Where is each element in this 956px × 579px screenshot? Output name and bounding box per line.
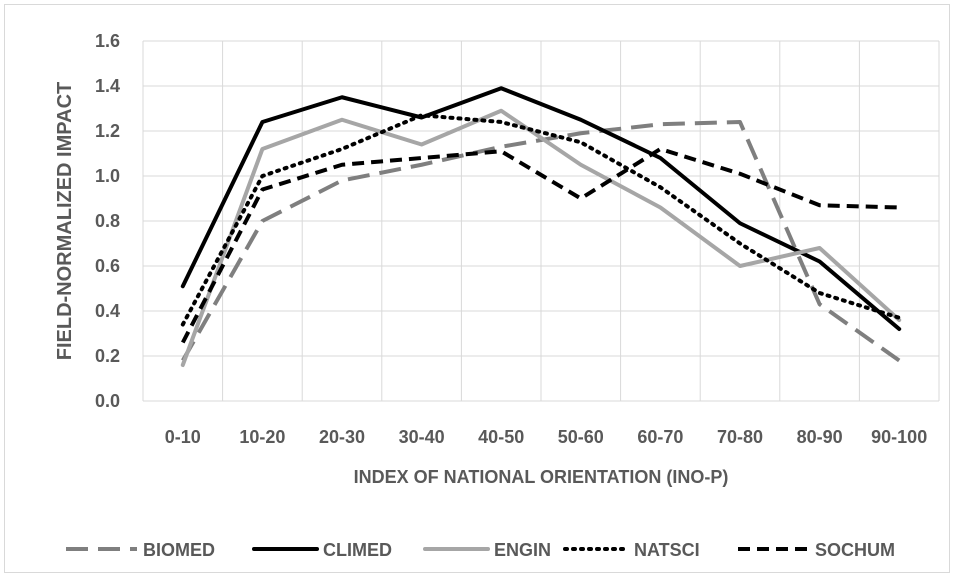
x-tick-label: 70-80 xyxy=(717,427,763,447)
y-axis-label: FIELD-NORMALIZED IMPACT xyxy=(54,82,76,361)
x-tick-labels: 0-10 10-20 20-30 30-40 40-50 50-60 60-70 70-80 8… xyxy=(165,427,927,447)
y-tick-label: 1.4 xyxy=(95,76,120,96)
x-tick-label: 20-30 xyxy=(319,427,365,447)
x-tick-label: 90-100 xyxy=(871,427,927,447)
series-lines xyxy=(180,86,902,367)
legend-label-natsci: NATSCI xyxy=(634,540,700,560)
series-line-natsci xyxy=(180,113,902,327)
y-tick-labels: 0.0 0.2 0.4 0.6 0.8 1.0 1.2 1.4 1.6 xyxy=(95,31,120,411)
series-line-climed xyxy=(180,86,902,331)
legend-label-engin: ENGIN xyxy=(494,540,551,560)
y-tick-label: 0.6 xyxy=(95,256,120,276)
legend: BIOMED CLIMED ENGIN NATSCI SOCHUM xyxy=(66,540,895,560)
x-tick-label: 0-10 xyxy=(165,427,201,447)
y-tick-label: 0.2 xyxy=(95,346,120,366)
x-tick-label: 60-70 xyxy=(637,427,683,447)
y-tick-label: 1.2 xyxy=(95,121,120,141)
y-tick-label: 0.8 xyxy=(95,211,120,231)
x-tick-label: 30-40 xyxy=(399,427,445,447)
legend-label-biomed: BIOMED xyxy=(143,540,215,560)
series-line-sochum xyxy=(181,147,900,344)
x-tick-label: 40-50 xyxy=(478,427,524,447)
x-axis-label: INDEX OF NATIONAL ORIENTATION (INO-P) xyxy=(354,467,729,487)
series-line-engin xyxy=(180,108,902,367)
x-tick-label: 50-60 xyxy=(558,427,604,447)
x-tick-label: 80-90 xyxy=(797,427,843,447)
y-tick-label: 1.6 xyxy=(95,31,120,51)
y-tick-label: 1.0 xyxy=(95,166,120,186)
x-tick-label: 10-20 xyxy=(239,427,285,447)
y-tick-label: 0.0 xyxy=(95,391,120,411)
y-tick-label: 0.4 xyxy=(95,301,120,321)
legend-label-sochum: SOCHUM xyxy=(815,540,895,560)
legend-label-climed: CLIMED xyxy=(323,540,392,560)
